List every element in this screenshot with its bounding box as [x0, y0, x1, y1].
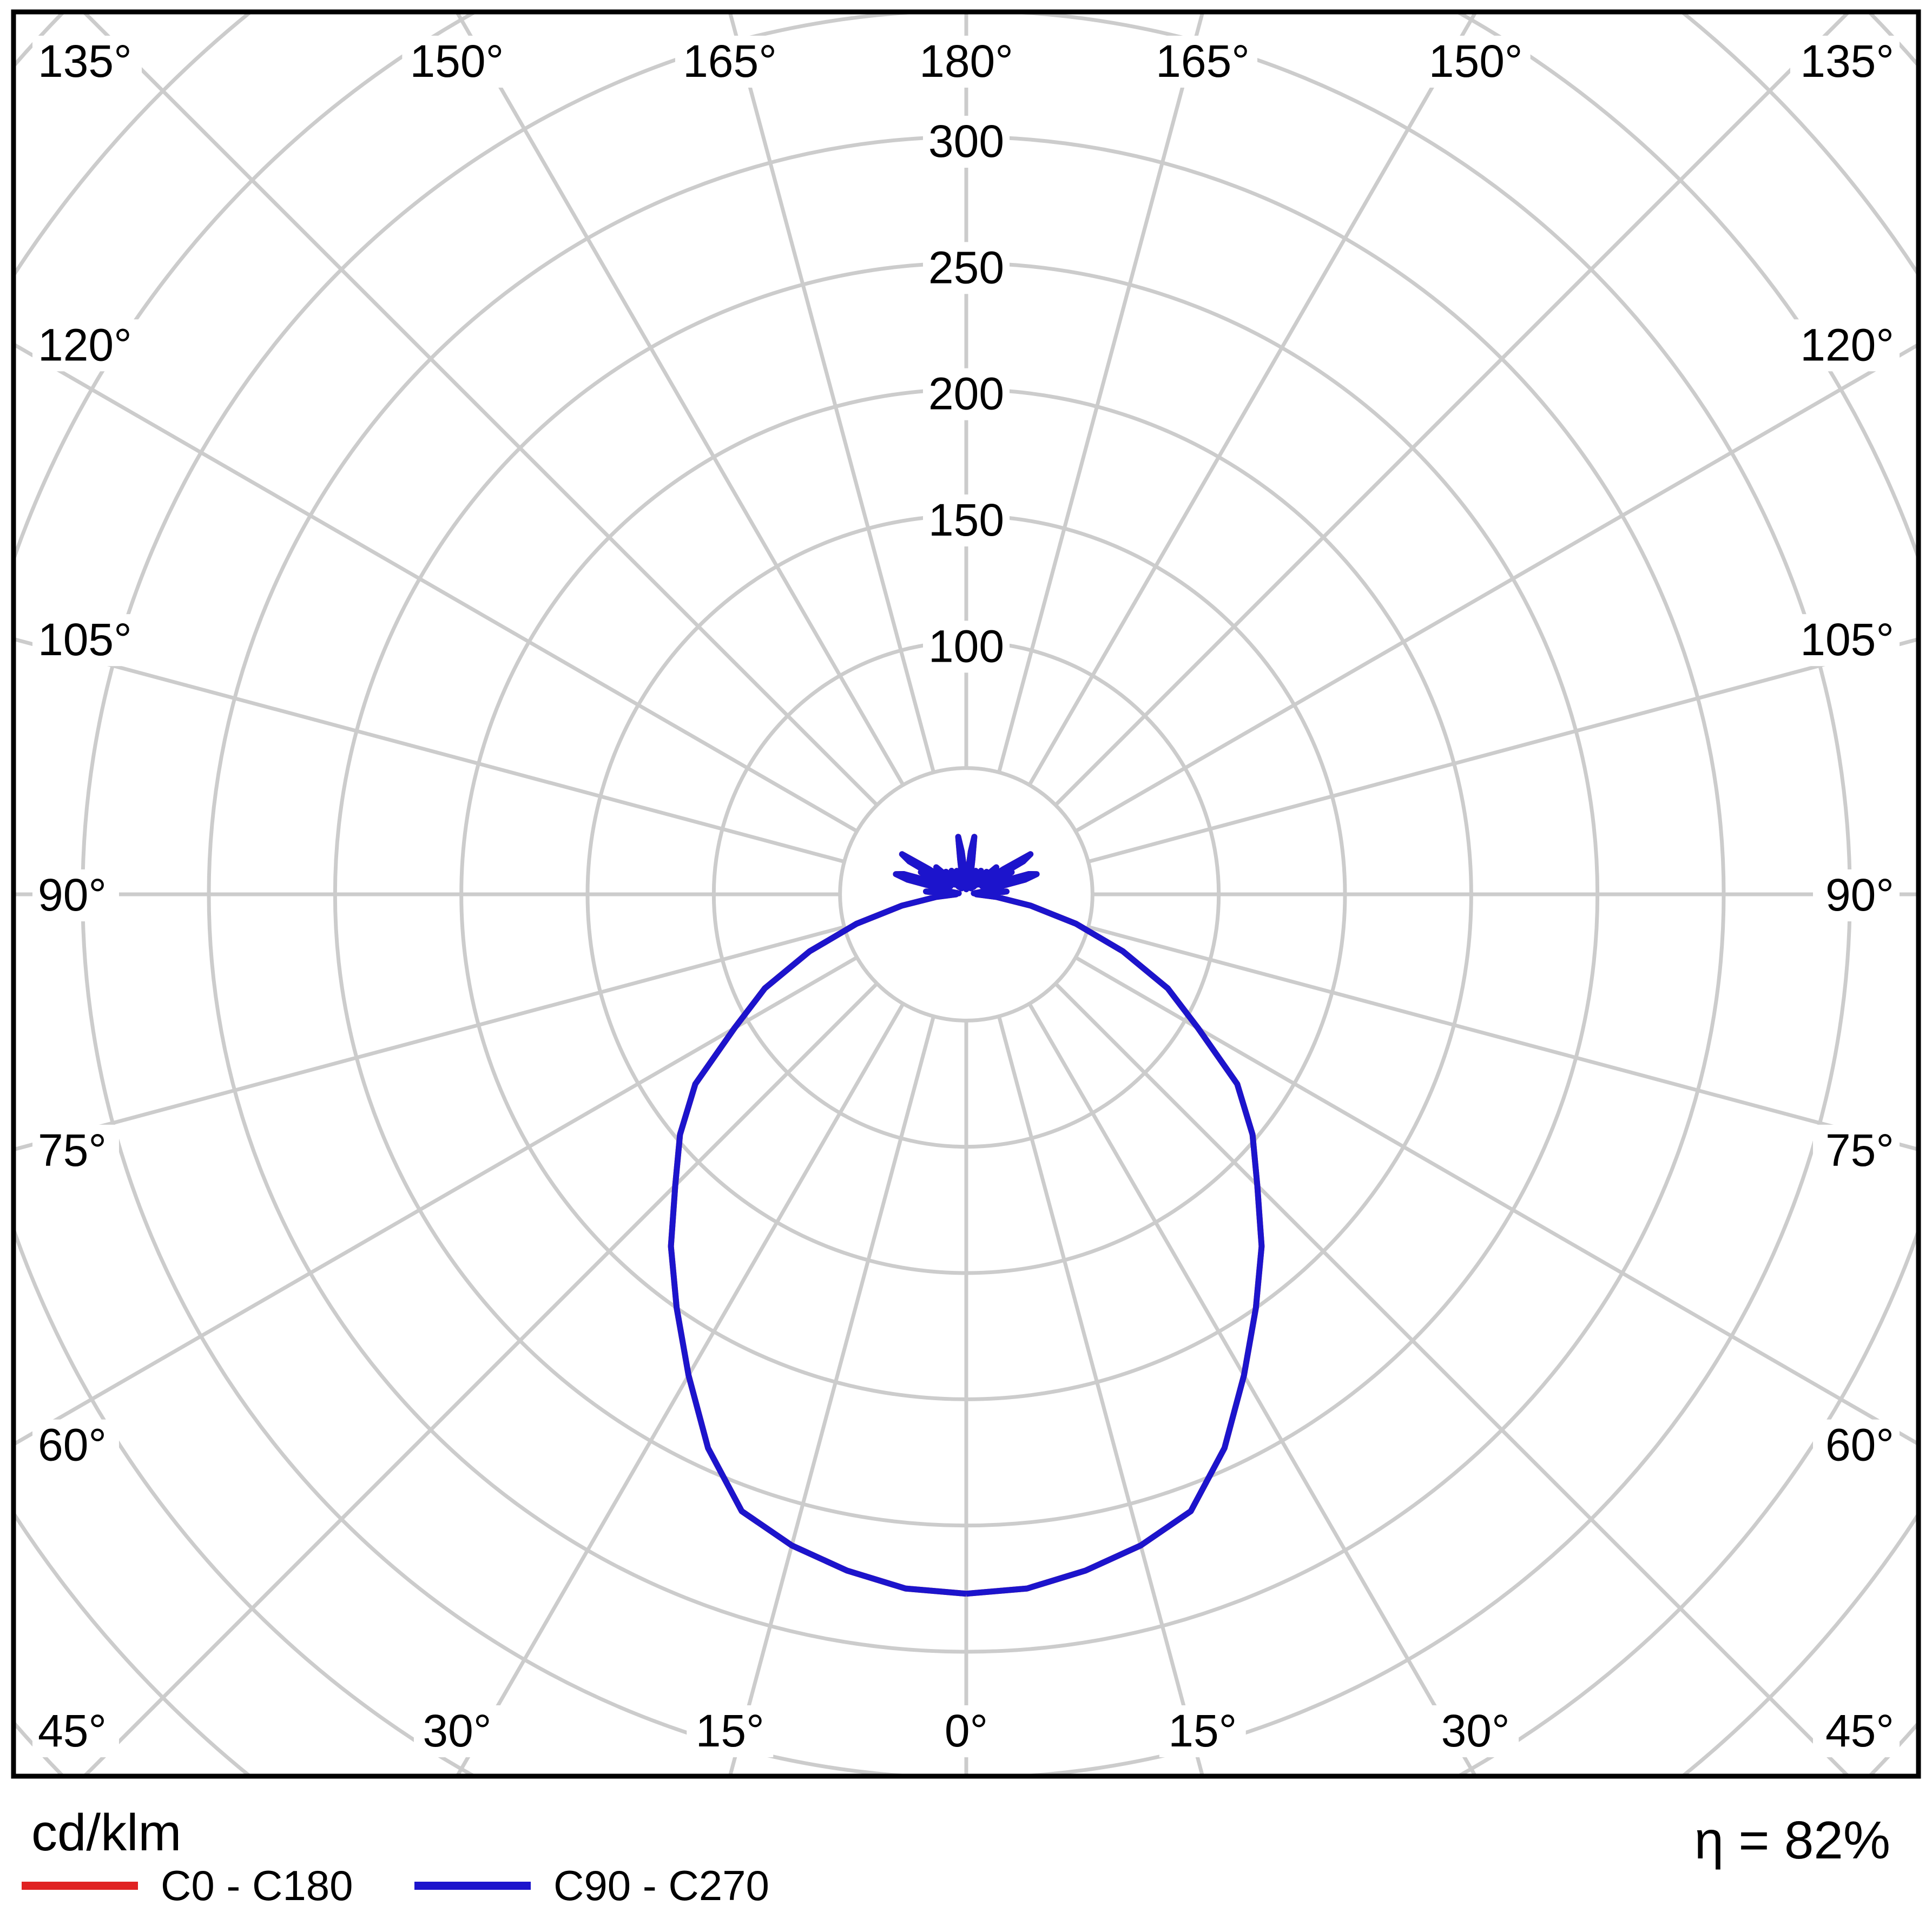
- label-mask: [934, 1705, 998, 1757]
- angle-tick-label: 90°: [38, 869, 107, 920]
- legend-swatch-c0-c180: [22, 1881, 138, 1890]
- angle-tick-label: 150°: [1429, 36, 1523, 87]
- label-mask: [1148, 36, 1258, 88]
- angle-tick-label: 105°: [1800, 614, 1894, 665]
- label-mask: [1159, 1705, 1246, 1757]
- label-mask: [923, 368, 1010, 420]
- angle-tick-label: 180°: [919, 36, 1013, 87]
- label-mask: [32, 319, 142, 372]
- label-mask: [1790, 319, 1900, 372]
- polar-grid-spoke: [1074, 342, 1918, 833]
- polar-grid-spoke: [1027, 12, 1478, 786]
- angle-tick-label: 135°: [38, 36, 132, 87]
- angle-tick-label: 120°: [1800, 319, 1894, 370]
- polar-grid-spoke: [1027, 1003, 1478, 1776]
- polar-grid-spoke: [1074, 955, 1918, 1447]
- label-mask: [32, 36, 142, 88]
- label-mask: [923, 116, 1010, 168]
- legend-swatch-c90-c270: [414, 1881, 531, 1890]
- label-mask: [923, 621, 1010, 673]
- polar-grid-spoke: [14, 637, 845, 863]
- label-mask: [32, 1419, 119, 1472]
- c90-c270-curve: [668, 834, 1265, 1597]
- label-mask: [32, 869, 119, 921]
- label-mask: [1790, 36, 1900, 88]
- angle-tick-label: 45°: [38, 1705, 107, 1756]
- label-mask: [923, 242, 1010, 294]
- label-mask: [923, 494, 1010, 546]
- angle-tick-label: 30°: [1441, 1705, 1510, 1756]
- label-mask: [32, 614, 142, 667]
- polar-grid-spoke: [454, 12, 905, 786]
- angle-tick-label: 90°: [1825, 869, 1894, 920]
- angle-tick-label: 165°: [683, 36, 777, 87]
- polar-grid-spoke: [1087, 925, 1918, 1152]
- legend-item-c90-c270: C90 - C270: [414, 1864, 769, 1907]
- angle-tick-label: 15°: [1168, 1705, 1237, 1756]
- angle-tick-label: 0°: [945, 1705, 988, 1756]
- angle-tick-label: 60°: [1825, 1420, 1894, 1471]
- polar-grid-spoke: [728, 12, 935, 773]
- legend-label-c0-c180: C0 - C180: [161, 1862, 353, 1909]
- axis-labels: 100 150 200 250 300 0° 15° 15° 30° 30° 45° 45° 60° 60…: [32, 36, 1900, 1757]
- angle-tick-label: 150°: [410, 36, 504, 87]
- angle-tick-label: 30°: [423, 1705, 491, 1756]
- unit-label: cd/klm: [31, 1804, 182, 1862]
- angle-tick-label: 120°: [38, 319, 132, 370]
- label-mask: [687, 1705, 774, 1757]
- polar-grid-spoke: [997, 12, 1205, 773]
- label-mask: [1432, 1705, 1519, 1757]
- angle-tick-label: 15°: [696, 1705, 764, 1756]
- label-mask: [402, 36, 512, 88]
- intensity-curves: [668, 834, 1265, 1597]
- radial-tick-label: 300: [928, 116, 1004, 167]
- label-mask: [1813, 1419, 1900, 1472]
- legend-label-c90-c270: C90 - C270: [553, 1862, 769, 1909]
- angle-tick-label: 75°: [38, 1125, 107, 1176]
- polar-grid-spoke: [728, 1016, 935, 1776]
- label-mask: [32, 1705, 119, 1757]
- polar-grid-spoke: [14, 342, 858, 833]
- angle-tick-label: 105°: [38, 614, 132, 665]
- label-mask: [912, 36, 1021, 88]
- radial-tick-label: 150: [928, 494, 1004, 545]
- label-mask: [413, 1705, 500, 1757]
- plot-border: [11, 9, 1921, 1779]
- polar-grid-spoke: [14, 925, 845, 1152]
- radial-tick-label: 200: [928, 368, 1004, 419]
- polar-grid-spoke: [454, 1003, 905, 1776]
- polar-grid-spoke: [997, 1016, 1205, 1776]
- angle-tick-label: 165°: [1156, 36, 1250, 87]
- label-mask: [675, 36, 784, 88]
- polar-grid-ring: [838, 766, 1094, 1023]
- label-mask: [1790, 614, 1900, 667]
- light-output-ratio-label: η = 82%: [1694, 1810, 1890, 1870]
- legend-item-c0-c180: C0 - C180: [22, 1864, 353, 1907]
- polar-grid-spoke: [1087, 637, 1918, 863]
- label-mask: [1813, 869, 1900, 921]
- label-mask: [32, 1124, 119, 1177]
- polar-grid-spoke: [1054, 982, 1851, 1776]
- radial-tick-label: 250: [928, 242, 1004, 293]
- label-mask: [1813, 1705, 1900, 1757]
- angle-tick-label: 60°: [38, 1420, 107, 1471]
- radial-tick-label: 100: [928, 621, 1004, 671]
- polar-grid-spoke: [82, 982, 879, 1776]
- angle-tick-label: 75°: [1825, 1125, 1894, 1176]
- label-mask: [1421, 36, 1531, 88]
- angle-tick-label: 45°: [1825, 1705, 1894, 1756]
- polar-grid-spoke: [14, 955, 858, 1447]
- label-mask: [1813, 1124, 1900, 1177]
- angle-tick-label: 135°: [1800, 36, 1894, 87]
